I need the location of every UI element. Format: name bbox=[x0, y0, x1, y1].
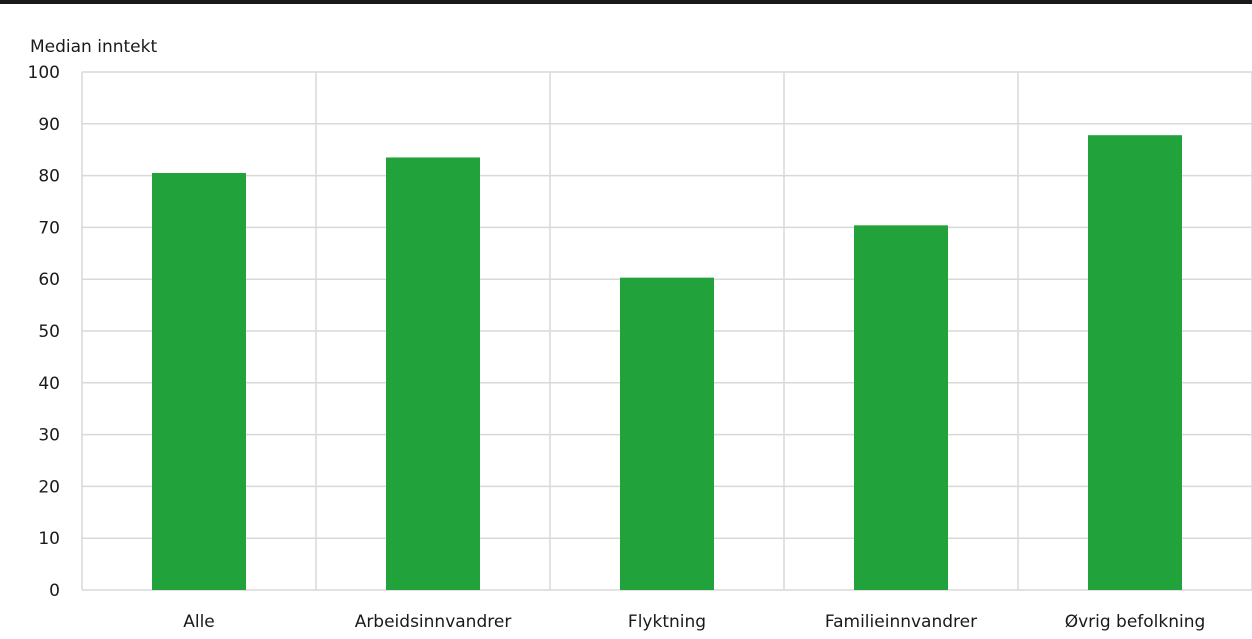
bar bbox=[152, 173, 246, 590]
top-border-rule bbox=[0, 0, 1252, 4]
bars bbox=[152, 135, 1182, 591]
bar bbox=[620, 277, 714, 590]
y-tick-label: 0 bbox=[49, 581, 60, 601]
y-tick-label: 40 bbox=[38, 374, 60, 394]
x-tick-label: Familieinnvandrer bbox=[825, 612, 977, 632]
y-tick-label: 80 bbox=[38, 167, 60, 187]
y-tick-label: 100 bbox=[28, 63, 60, 83]
y-tick-label: 10 bbox=[38, 529, 60, 549]
grid-lines bbox=[81, 71, 1252, 591]
y-tick-label: 50 bbox=[38, 322, 60, 342]
x-tick-label: Arbeidsinnvandrer bbox=[355, 612, 512, 632]
x-tick-label: Flyktning bbox=[628, 612, 706, 632]
bar bbox=[1088, 135, 1182, 591]
x-tick-label: Øvrig befolkning bbox=[1065, 612, 1206, 632]
y-tick-labels: 0 10 20 30 40 50 60 70 80 90 100 bbox=[28, 63, 60, 601]
y-tick-label: 30 bbox=[38, 426, 60, 446]
y-tick-label: 20 bbox=[38, 477, 60, 497]
x-tick-labels: Alle Arbeidsinnvandrer Flyktning Familieinn… bbox=[183, 612, 1205, 632]
bar bbox=[854, 225, 948, 590]
y-tick-label: 60 bbox=[38, 270, 60, 290]
bar bbox=[386, 157, 480, 590]
y-tick-label: 90 bbox=[38, 115, 60, 135]
y-axis-label: Median inntekt bbox=[30, 37, 157, 57]
y-tick-label: 70 bbox=[38, 218, 60, 238]
x-tick-label: Alle bbox=[183, 612, 215, 632]
